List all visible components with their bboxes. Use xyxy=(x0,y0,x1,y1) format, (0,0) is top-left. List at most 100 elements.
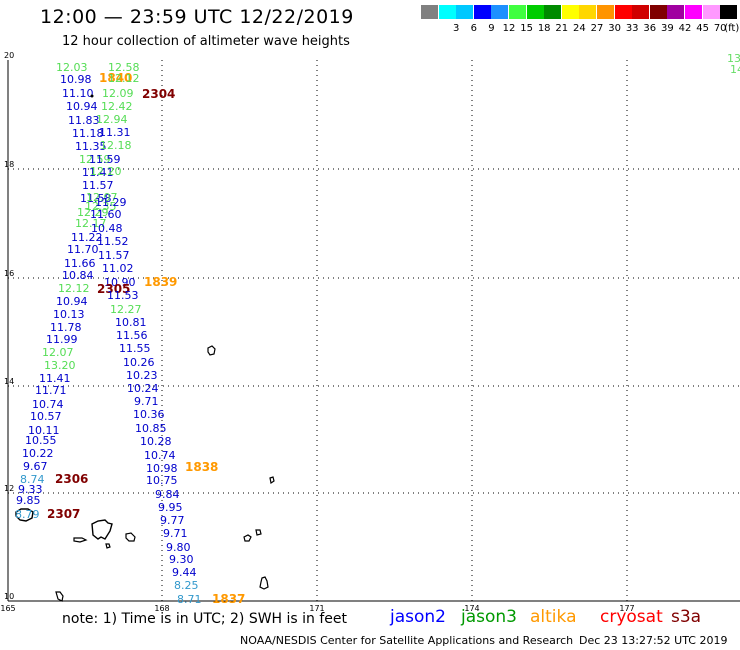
island-outline xyxy=(91,519,113,540)
legend-swatch xyxy=(473,5,491,19)
edge-wave-value: 14 xyxy=(730,63,740,76)
wave-height-value: 12.29 xyxy=(77,206,109,219)
legend-unit: (ft) xyxy=(724,23,740,34)
wave-height-value: 9.77 xyxy=(160,514,185,527)
wave-height-value: 8.74 xyxy=(20,473,45,486)
map-frame xyxy=(7,60,740,602)
generation-timestamp: Dec 23 13:27:52 UTC 2019 xyxy=(579,634,728,647)
axis-tick-label: 168 xyxy=(154,604,169,613)
wave-height-value: 11.22 xyxy=(71,231,103,244)
island-outline xyxy=(269,476,275,484)
wave-height-value: 10.13 xyxy=(53,308,85,321)
wave-height-value: 9.44 xyxy=(172,566,197,579)
credit-line: NOAA/NESDIS Center for Satellite Applica… xyxy=(240,634,574,647)
wave-height-value: 11.78 xyxy=(50,321,82,334)
edge-labels: 1314 xyxy=(727,52,740,76)
pass-time-label: 2306 xyxy=(55,472,88,486)
wave-height-value: 10.48 xyxy=(91,222,123,235)
island-outline xyxy=(259,576,269,590)
wave-height-value: 9.30 xyxy=(169,553,194,566)
legend-label: 3 xyxy=(453,23,460,34)
island-outline xyxy=(255,529,262,536)
page-title: 12:00 — 23:59 UTC 12/22/2019 xyxy=(40,6,354,28)
legend-swatch xyxy=(702,5,720,19)
satellite-cryosat: cryosat xyxy=(600,607,663,627)
axis-tick-label: 177 xyxy=(619,604,634,613)
wave-height-value: 10.26 xyxy=(123,356,155,369)
wave-height-value: 10.84 xyxy=(62,269,94,282)
legend-swatch xyxy=(561,5,579,19)
wave-height-value: 11.59 xyxy=(89,153,121,166)
track-point-marker xyxy=(90,94,94,98)
wave-height-value: 12.12 xyxy=(58,282,90,295)
pass-time-label: 1840 xyxy=(99,71,132,85)
wave-height-value: 11.60 xyxy=(90,208,122,221)
legend-swatch xyxy=(438,5,456,19)
wave-height-value: 9.95 xyxy=(158,501,183,514)
wave-height-value: 11.31 xyxy=(99,126,131,139)
wave-height-value: 9.71 xyxy=(163,527,188,540)
wave-height-value: 10.81 xyxy=(115,316,147,329)
axis-tick-label: 165 xyxy=(0,604,15,613)
wave-height-value: 9.67 xyxy=(23,460,48,473)
pass-time-label: 1838 xyxy=(185,460,218,474)
legend-label: 27 xyxy=(590,23,604,34)
legend-label: 33 xyxy=(625,23,639,34)
legend-label: 42 xyxy=(678,23,692,34)
island-outline xyxy=(243,534,252,542)
wave-height-value: 12.18 xyxy=(100,139,132,152)
legend-label: 21 xyxy=(555,23,569,34)
wave-height-value: 10.94 xyxy=(56,295,88,308)
wave-height-value: 10.57 xyxy=(30,410,62,423)
wave-height-value: 10.23 xyxy=(126,369,158,382)
wave-height-value: 10.98 xyxy=(60,73,92,86)
wave-height-value: 12.09 xyxy=(102,87,134,100)
legend-label: 18 xyxy=(537,23,551,34)
wave-height-value: 10.55 xyxy=(25,434,57,447)
legend-swatch xyxy=(685,5,702,19)
wave-height-value: 11.57 xyxy=(98,249,130,262)
wave-height-value: 8.25 xyxy=(174,579,199,592)
island-outline xyxy=(55,591,64,602)
pass-time-label: 1837 xyxy=(212,592,245,606)
wave-height-value: 12.07 xyxy=(42,346,74,359)
wave-height-value: 10.24 xyxy=(127,382,159,395)
wave-height-value: 11.53 xyxy=(107,289,139,302)
legend-label: 6 xyxy=(470,23,477,34)
legend-label: 9 xyxy=(488,23,495,34)
legend-label: 36 xyxy=(643,23,657,34)
pass-time-label: 2304 xyxy=(142,87,175,101)
pass-time-label: 1839 xyxy=(144,275,177,289)
axis-tick-label: 171 xyxy=(309,604,324,613)
legend-swatch xyxy=(544,5,562,19)
wave-height-value: 11.35 xyxy=(75,140,107,153)
legend-swatch xyxy=(720,5,738,19)
wave-height-value: 12.27 xyxy=(110,303,142,316)
legend-label: 39 xyxy=(661,23,674,34)
legend-swatch xyxy=(667,5,685,19)
legend-swatch xyxy=(491,5,509,19)
wave-height-value: 11.41 xyxy=(39,372,71,385)
satellite-altika: altika xyxy=(530,607,577,627)
wave-height-value: 13.20 xyxy=(44,359,76,372)
wave-height-value: 12.07 xyxy=(86,191,118,204)
wave-height-value: 12.94 xyxy=(96,113,128,126)
wave-height-value: 11.71 xyxy=(35,384,67,397)
wave-height-value: 11.10 xyxy=(62,87,94,100)
axis-tick-label: 18 xyxy=(4,160,14,169)
legend-label: 30 xyxy=(608,23,621,34)
legend-swatch xyxy=(421,5,438,19)
wave-height-value: 10.75 xyxy=(146,474,178,487)
legend-swatch xyxy=(456,5,474,19)
legend-label: 45 xyxy=(696,23,709,34)
wave-height-value: 12.03 xyxy=(56,61,88,74)
axis-tick-label: 10 xyxy=(4,592,14,601)
satellite-jason2: jason2 xyxy=(390,607,446,627)
legend-swatch xyxy=(579,5,597,19)
wave-height-value: 12.42 xyxy=(101,100,133,113)
wave-height-value: 11.02 xyxy=(102,262,134,275)
legend-label: 15 xyxy=(520,23,533,34)
axis-tick-label: 12 xyxy=(4,484,14,493)
wave-height-value: 12.59 xyxy=(79,153,111,166)
